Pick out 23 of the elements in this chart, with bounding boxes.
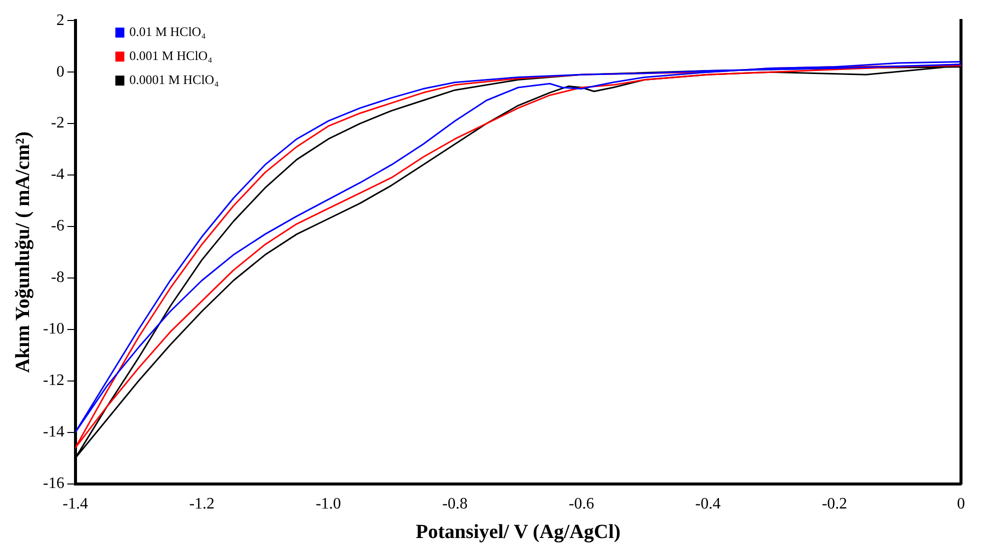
y-tick-label: -2 — [51, 114, 64, 132]
y-axis-title: Akım Yoğunluğu/ ( mA/cm²) — [12, 132, 34, 373]
y-tick-label: -14 — [43, 424, 64, 441]
y-tick-label: -12 — [43, 372, 64, 390]
x-tick-label: -0.8 — [442, 496, 468, 513]
legend-label: 0.01 M HClO₄ — [129, 24, 206, 40]
x-axis-title: Potansiyel/ V (Ag/AgCl) — [416, 521, 621, 544]
x-tick-label: -1.0 — [316, 496, 342, 513]
legend-label: 0.0001 M HClO₄ — [129, 72, 220, 88]
y-tick-label: -10 — [43, 320, 64, 338]
x-tick-label: -0.6 — [568, 496, 594, 513]
y-tick-label: -4 — [51, 166, 64, 184]
x-tick-label: -0.2 — [822, 496, 848, 513]
legend-label: 0.001 M HClO₄ — [129, 48, 213, 64]
y-tick-label: -6 — [51, 218, 64, 235]
y-tick-label: -8 — [51, 269, 64, 286]
y-tick-label: 2 — [56, 12, 64, 29]
x-tick-label: -0.4 — [695, 496, 721, 513]
x-tick-label: -1.2 — [189, 496, 215, 513]
x-tick-label: -1.4 — [62, 496, 88, 513]
y-tick-label: 0 — [56, 63, 64, 80]
x-tick-label: 0 — [957, 496, 965, 513]
y-tick-label: -16 — [43, 475, 64, 492]
